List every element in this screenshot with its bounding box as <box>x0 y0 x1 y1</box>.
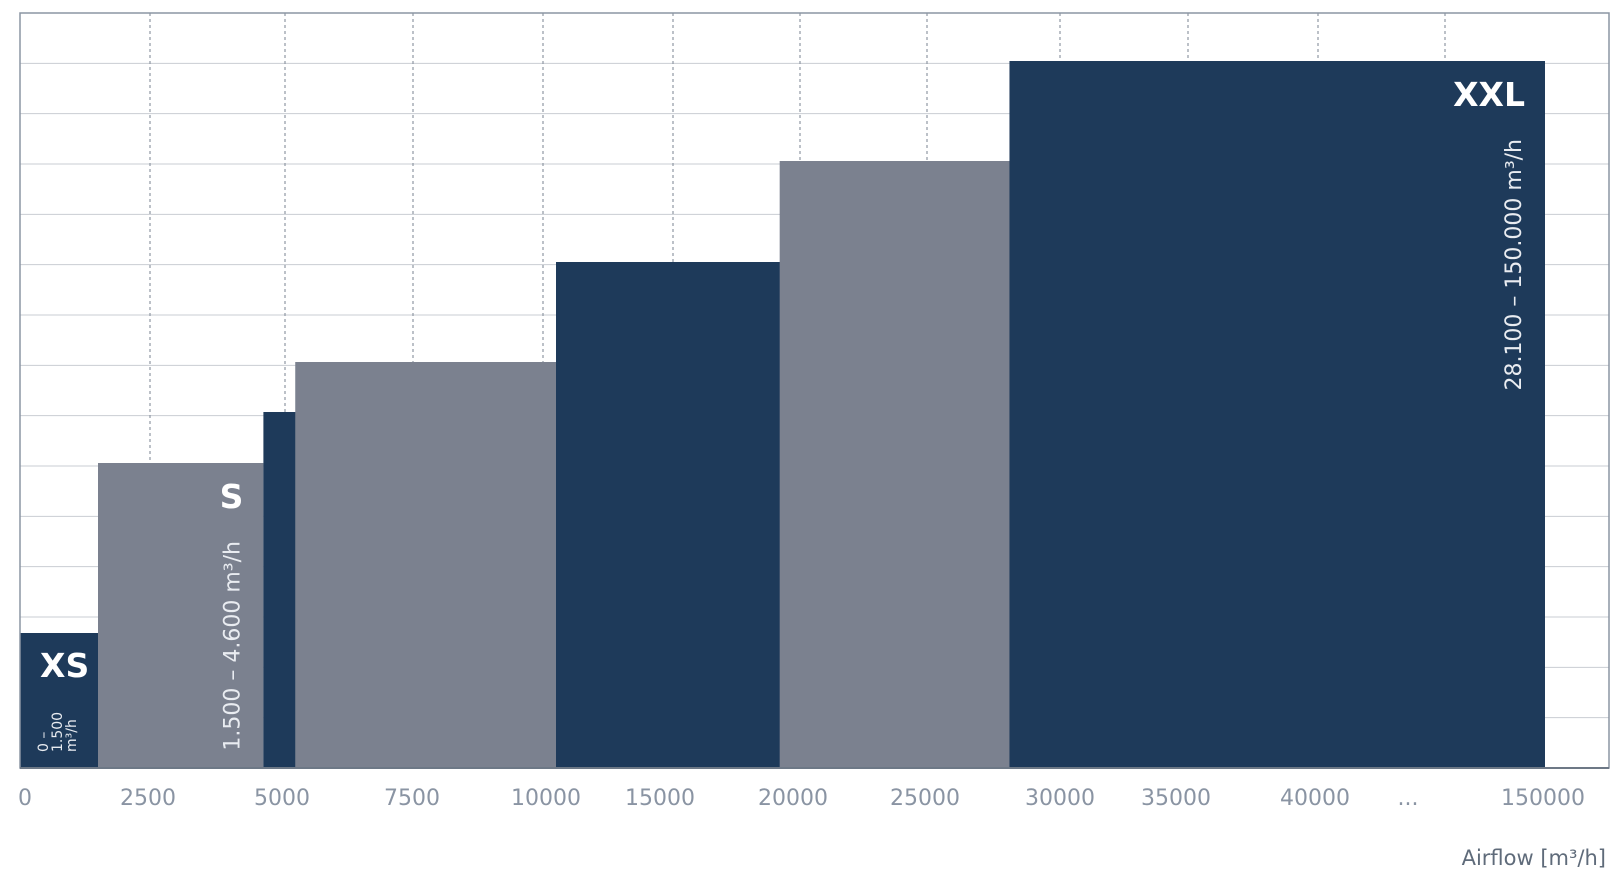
x-tick-label: 40000 <box>1280 786 1350 811</box>
x-axis-title: Airflow [m³/h] <box>1462 846 1606 870</box>
x-tick-label: 25000 <box>890 786 960 811</box>
chart-frame <box>19 12 1610 769</box>
x-tick-label: 35000 <box>1141 786 1211 811</box>
bar-range-label: 1.500 – 4.600 m³/h <box>220 541 245 751</box>
bar-rect <box>98 463 264 768</box>
x-tick-label: 0 <box>18 786 32 811</box>
bars: XS0 –1.500m³/hS1.500 – 4.600 m³/hM4.600 … <box>20 61 1545 768</box>
bar-xs: XS 0 –1.500m³/h <box>20 633 98 768</box>
bar-range-label: 0 –1.500m³/h <box>36 712 80 752</box>
bar-size-label: XXL <box>1453 75 1525 114</box>
x-tick-label: 2500 <box>120 786 176 811</box>
bar-rect <box>1009 61 1545 768</box>
bar-range-label: 28.100 – 150.000 m³/h <box>1502 139 1527 391</box>
x-tick-label: ... <box>1398 786 1419 811</box>
x-tick-label: 20000 <box>758 786 828 811</box>
bar-xxl: XXL 28.100 – 150.000 m³/h <box>1009 61 1545 768</box>
bar-size-label: S <box>220 477 244 516</box>
bar-size-label: XS <box>40 646 89 685</box>
bar-s: S 1.500 – 4.600 m³/h <box>98 463 264 768</box>
x-tick-label: 15000 <box>625 786 695 811</box>
x-tick-label: 30000 <box>1025 786 1095 811</box>
bar-rect <box>20 633 98 768</box>
x-tick-label: 10000 <box>511 786 581 811</box>
x-tick-label: 150000 <box>1501 786 1585 811</box>
x-tick-label: 5000 <box>254 786 310 811</box>
x-axis-ticks: 0 2500 5000 7500 10000 15000 20000 25000 30000 35… <box>18 786 1585 811</box>
x-tick-label: 7500 <box>384 786 440 811</box>
